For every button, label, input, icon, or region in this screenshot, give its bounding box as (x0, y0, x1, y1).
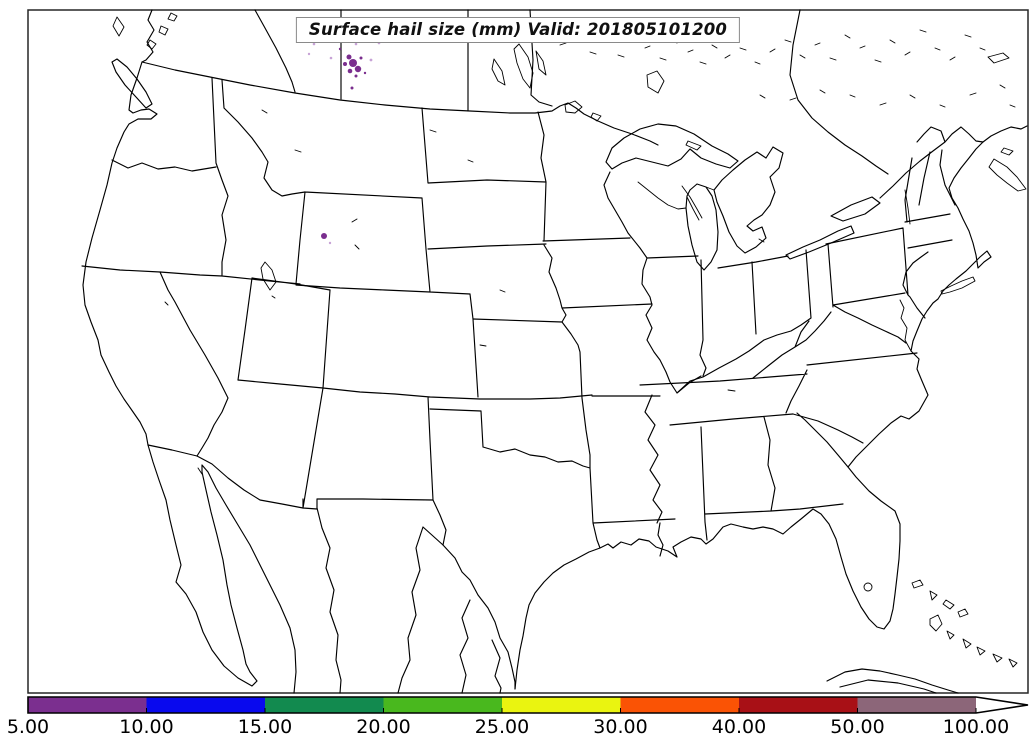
map-frame (27, 9, 1029, 694)
colorbar-tick-label: 15.00 (238, 716, 292, 738)
colorbar-tick-label: 100.00 (943, 716, 1009, 738)
lake-michigan (685, 183, 719, 271)
hail-spot (328, 241, 332, 245)
lake-winnipeg-group (491, 43, 547, 89)
hail-spot (359, 56, 363, 60)
colorbar-tick-label: 25.00 (475, 716, 529, 738)
mexico-state-borders (316, 507, 502, 694)
colorbar-segment (502, 697, 621, 713)
colorbar-segment (620, 697, 739, 713)
cuba-coastline (826, 668, 959, 694)
hail-spot (354, 74, 358, 78)
colorbar-outline (27, 696, 1029, 714)
colorbar-overflow-arrow (976, 697, 1028, 713)
hail-spot (338, 47, 342, 51)
hail-spot (321, 233, 327, 239)
province-borders (254, 9, 889, 175)
vancouver-island (111, 58, 153, 109)
central-plains-borders (472, 237, 676, 549)
hail-spot (329, 56, 333, 60)
baja-gulf-coastline (147, 444, 297, 694)
chesapeake-bay (899, 299, 912, 352)
hail-spot (363, 71, 367, 75)
hail-spot (307, 52, 311, 56)
colorbar-segment (28, 697, 147, 713)
colorbar-segment (739, 697, 858, 713)
colorbar-tick-label: 40.00 (712, 716, 766, 738)
bahamas-islands (911, 579, 1018, 668)
long-island (940, 276, 976, 295)
colorbar-tick-label: 10.00 (119, 716, 173, 738)
colorbar-segment (265, 697, 384, 713)
nw-basin-borders (81, 77, 331, 457)
southeast-borders (639, 352, 918, 541)
lake-superior (605, 123, 739, 170)
hail-spot (312, 42, 316, 46)
lake-ontario (830, 196, 881, 222)
bc-islands (112, 12, 178, 50)
colorbar-segment (857, 697, 976, 713)
misc-small-lakes (164, 109, 911, 475)
us-mexico-border (147, 444, 516, 690)
lake-huron (713, 146, 784, 254)
state-borders (81, 77, 956, 694)
isle-royale (685, 140, 702, 151)
new-england-borders (904, 149, 956, 249)
great-lakes (605, 123, 881, 271)
hail-spot (369, 58, 373, 62)
lake-okeechobee (863, 582, 873, 592)
colorbar-tick-label: 5.00 (7, 716, 49, 738)
colorbar-tick-label: 20.00 (356, 716, 410, 738)
hail-spot (347, 68, 353, 74)
hail-spot (349, 59, 357, 67)
map-title: Surface hail size (mm) Valid: 2018051012… (295, 17, 741, 43)
lake-of-the-woods (564, 100, 602, 122)
lake-erie (785, 225, 855, 260)
hail-spot (354, 65, 362, 73)
small-lakes-us (164, 109, 911, 592)
colorbar-tick-label: 50.00 (830, 716, 884, 738)
hail-spot (343, 62, 347, 66)
hail-spot (354, 42, 358, 46)
colorbar-segment (146, 697, 265, 713)
colorbar-tick-label: 30.00 (593, 716, 647, 738)
colorbar-segment (383, 697, 502, 713)
hail-spot (350, 86, 354, 90)
lake-nipigon (646, 70, 665, 94)
hail-spot (346, 54, 352, 60)
gulf-atlantic-coastline (514, 125, 1028, 690)
nova-scotia-anticosti (987, 52, 1027, 192)
st-lawrence-border (879, 126, 984, 199)
green-bay-straits (637, 181, 715, 221)
hail-size-colorbar: 5.00 10.00 15.00 20.00 25.00 30.00 40.00 50.00 1… (7, 696, 1029, 738)
east-central-borders (677, 227, 929, 393)
